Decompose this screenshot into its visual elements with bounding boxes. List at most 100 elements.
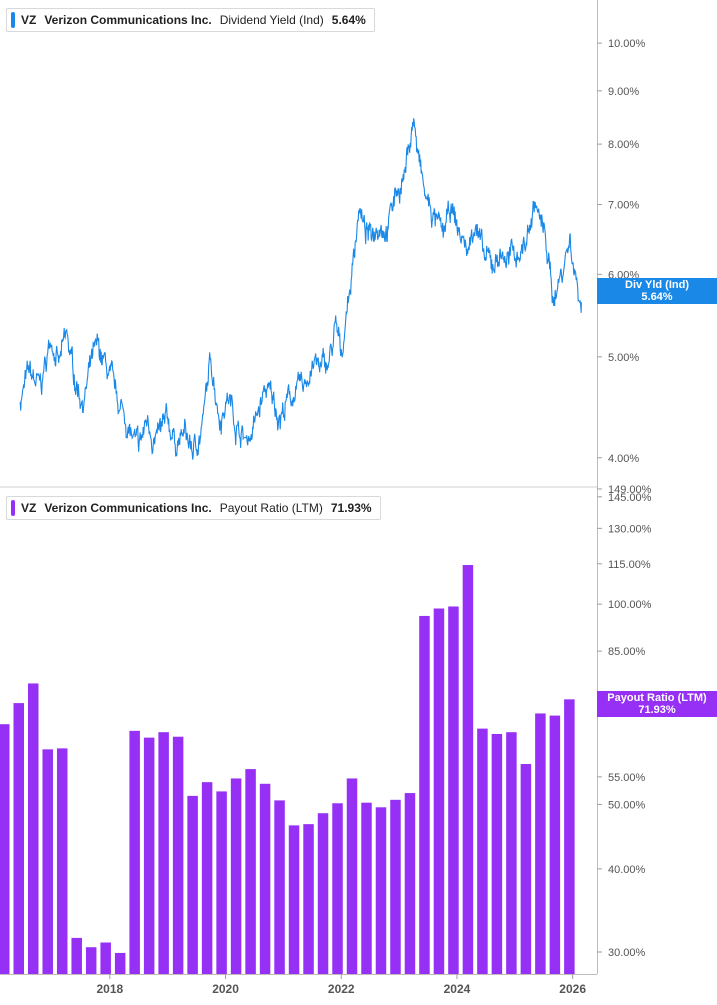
x-tick-label: 2022 <box>328 982 355 996</box>
payout-ratio-tag-label: Payout Ratio (LTM) <box>607 692 707 704</box>
x-tick-label: 2020 <box>212 982 239 996</box>
y-tick: 30.00% <box>597 947 646 959</box>
payout-ratio-legend: VZ Verizon Communications Inc. Payout Ra… <box>6 496 381 520</box>
payout-ratio-swatch <box>11 500 15 516</box>
y-tick-label: 55.00% <box>608 772 646 784</box>
payout-ratio-bar <box>506 732 517 974</box>
payout-ratio-bar <box>491 733 503 974</box>
payout-ratio-bar <box>259 783 271 974</box>
y-tick: 40.00% <box>597 864 646 876</box>
payout-ratio-bar <box>462 565 474 974</box>
y-tick: 7.00% <box>597 200 639 212</box>
y-tick: 4.00% <box>597 453 639 465</box>
legend-metric: Payout Ratio (LTM) <box>219 501 323 515</box>
payout-ratio-bar <box>71 937 82 974</box>
legend-company: Verizon Communications Inc. <box>44 13 212 27</box>
payout-ratio-bar <box>13 703 24 974</box>
payout-ratio-bar <box>100 942 111 974</box>
y-tick: 85.00% <box>597 646 646 658</box>
legend-ticker: VZ <box>21 501 37 515</box>
payout-ratio-bar <box>520 764 532 974</box>
payout-ratio-bar <box>85 947 97 974</box>
y-tick-label: 50.00% <box>608 799 646 811</box>
y-tick-label: 149.00% <box>608 484 652 496</box>
x-tick-label: 2018 <box>96 982 123 996</box>
payout-ratio-bar <box>477 728 488 974</box>
y-tick-label: 30.00% <box>608 947 646 959</box>
legend-metric: Dividend Yield (Ind) <box>219 13 324 27</box>
payout-ratio-bar <box>158 732 169 974</box>
payout-ratio-bar <box>129 730 140 974</box>
payout-ratio-bar <box>56 748 68 974</box>
legend-value: 5.64% <box>331 13 366 27</box>
payout-ratio-bar <box>317 813 329 974</box>
payout-ratio-bar <box>172 736 184 974</box>
payout-ratio-bar <box>549 715 561 974</box>
y-tick: 130.00% <box>597 523 652 535</box>
y-tick-label: 8.00% <box>608 139 639 151</box>
y-tick: 100.00% <box>597 599 652 611</box>
payout-ratio-bar <box>216 791 227 974</box>
payout-ratio-bar <box>27 683 39 974</box>
payout-ratio-bar <box>42 749 53 974</box>
payout-ratio-bar <box>361 802 372 974</box>
y-tick: 10.00% <box>597 38 646 50</box>
x-tick-label: 2026 <box>559 982 586 996</box>
y-tick-label: 115.00% <box>608 559 651 571</box>
payout-ratio-y-axis: 30.00% 40.00% 50.00% 55.00% 85.00% 100.00% 115… <box>597 484 652 959</box>
y-tick: 149.00% <box>597 484 652 496</box>
payout-ratio-bar <box>375 807 387 974</box>
y-tick: 145.00% <box>597 492 652 504</box>
payout-ratio-value-tag: Payout Ratio (LTM) 71.93% <box>597 691 717 717</box>
payout-ratio-panel <box>0 565 575 974</box>
payout-ratio-bar <box>245 769 256 974</box>
payout-ratio-bar <box>433 608 445 974</box>
payout-ratio-bar <box>448 606 459 974</box>
legend-value: 71.93% <box>330 501 372 515</box>
payout-ratio-bar <box>288 825 300 974</box>
payout-ratio-bar <box>0 724 10 974</box>
payout-ratio-bar <box>390 799 401 974</box>
payout-ratio-bar <box>535 713 546 974</box>
legend-ticker: VZ <box>21 13 37 27</box>
y-tick: 50.00% <box>597 799 646 811</box>
dividend-yield-line <box>19 118 582 460</box>
y-tick: 8.00% <box>597 139 639 151</box>
y-tick-label: 7.00% <box>608 200 639 212</box>
dividend-yield-tag-label: Div Yld (Ind) <box>625 279 689 291</box>
dividend-yield-panel <box>19 118 582 460</box>
payout-ratio-bar <box>143 737 155 974</box>
y-tick: 115.00% <box>597 559 651 571</box>
y-tick: 5.00% <box>597 352 639 364</box>
dividend-yield-value-tag: Div Yld (Ind) 5.64% <box>597 278 717 304</box>
chart-frame <box>0 0 598 975</box>
dividend-yield-y-axis: 4.00%5.00%6.00%7.00%8.00%9.00%10.00% <box>597 38 646 465</box>
y-tick-label: 130.00% <box>608 523 652 535</box>
y-tick: 9.00% <box>597 86 639 98</box>
payout-ratio-bar <box>114 952 126 974</box>
dividend-yield-swatch <box>11 12 15 28</box>
dividend-yield-legend: VZ Verizon Communications Inc. Dividend … <box>6 8 375 32</box>
y-tick-label: 4.00% <box>608 453 639 465</box>
payout-ratio-bar <box>419 615 430 974</box>
payout-ratio-tag-value: 71.93% <box>638 704 676 716</box>
y-tick-label: 145.00% <box>608 492 652 504</box>
y-tick-label: 5.00% <box>608 352 639 364</box>
dividend-yield-tag-value: 5.64% <box>641 291 673 303</box>
payout-ratio-bar <box>230 778 242 974</box>
y-tick-label: 9.00% <box>608 86 639 98</box>
payout-ratio-bar <box>404 793 416 974</box>
payout-ratio-bar <box>274 800 285 974</box>
payout-ratio-bar <box>346 778 358 974</box>
legend-company: Verizon Communications Inc. <box>44 501 212 515</box>
x-tick-label: 2024 <box>444 982 471 996</box>
y-tick: 55.00% <box>597 772 646 784</box>
payout-ratio-bar <box>201 782 213 974</box>
y-tick-label: 100.00% <box>608 599 652 611</box>
y-tick-label: 40.00% <box>608 864 646 876</box>
x-axis: 2018 2020 2022 2024 2026 <box>96 974 586 996</box>
y-tick-label: 85.00% <box>608 646 646 658</box>
payout-ratio-bar <box>303 824 314 974</box>
payout-ratio-bar <box>564 699 575 974</box>
